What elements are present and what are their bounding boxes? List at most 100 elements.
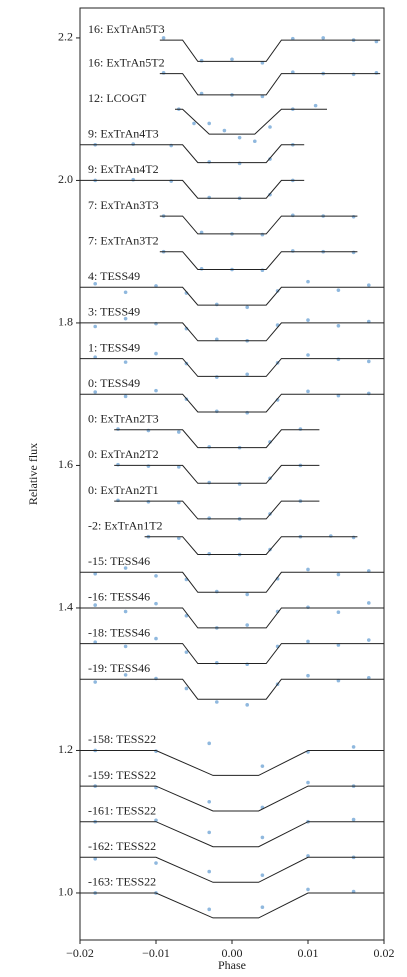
y-tick-label: 1.6 <box>58 457 73 471</box>
model-line <box>114 464 320 484</box>
data-point <box>123 394 128 399</box>
model-line <box>80 286 384 306</box>
series-label: 9: ExTrAn4T2 <box>88 162 159 176</box>
data-point <box>207 160 211 164</box>
data-point <box>336 678 341 683</box>
series-label: -18: TESS46 <box>88 625 150 639</box>
model-line <box>80 678 384 700</box>
data-point <box>351 72 356 77</box>
data-point <box>260 835 265 840</box>
data-point <box>245 703 249 707</box>
data-point <box>93 571 97 576</box>
data-point <box>207 741 211 746</box>
model-line <box>80 144 305 164</box>
data-point <box>207 195 211 200</box>
data-point <box>154 388 158 393</box>
model-line <box>80 750 384 776</box>
plot-frame <box>79 7 385 941</box>
series-label: 1: TESS49 <box>88 340 140 354</box>
data-point <box>336 357 341 362</box>
model-line <box>80 179 305 199</box>
data-point <box>351 214 356 219</box>
series-label: -162: TESS22 <box>88 839 156 853</box>
series-label: -161: TESS22 <box>88 803 156 817</box>
series-label: -159: TESS22 <box>88 768 156 782</box>
series-label: 7: ExTrAn3T3 <box>88 198 159 212</box>
series-label: 0: ExTrAn2T1 <box>88 483 159 497</box>
data-point <box>351 889 356 894</box>
data-point <box>207 907 211 912</box>
data-point <box>237 482 242 486</box>
data-point <box>306 639 310 644</box>
data-point <box>93 324 97 329</box>
data-point <box>199 58 204 63</box>
data-point <box>123 673 128 677</box>
data-point <box>291 249 295 253</box>
x-tick-label: −0.01 <box>142 946 170 960</box>
data-point <box>123 316 128 321</box>
model-line <box>80 358 384 377</box>
data-point <box>146 428 151 433</box>
data-point <box>291 36 295 41</box>
series-label: 16: ExTrAn5T2 <box>88 55 165 69</box>
data-point <box>123 360 128 364</box>
data-point <box>374 71 379 75</box>
model-line <box>80 393 384 413</box>
data-point <box>177 430 181 434</box>
series-label: -158: TESS22 <box>88 732 156 746</box>
data-point <box>215 375 219 379</box>
data-point <box>199 266 204 271</box>
series-label: -16: TESS46 <box>88 590 150 604</box>
model-line <box>159 215 358 235</box>
data-point <box>93 603 97 607</box>
data-point <box>207 516 211 520</box>
data-point <box>268 125 272 129</box>
series-label: 0: ExTrAn2T2 <box>88 447 159 461</box>
data-point <box>298 427 303 431</box>
data-point <box>336 393 341 398</box>
data-point <box>291 70 295 74</box>
series-label: 0: ExTrAn2T3 <box>88 412 159 426</box>
data-point <box>215 337 219 342</box>
data-point <box>260 268 265 273</box>
data-point <box>177 500 181 505</box>
data-point <box>313 103 318 108</box>
data-point <box>169 143 173 148</box>
data-point <box>154 636 158 641</box>
y-tick-label: 2.0 <box>58 172 73 186</box>
data-point <box>192 121 196 126</box>
data-point <box>367 675 371 680</box>
data-point <box>199 230 204 235</box>
data-point <box>207 552 211 556</box>
data-point <box>161 36 166 40</box>
data-point <box>260 232 265 237</box>
data-point <box>154 351 158 356</box>
y-tick-label: 1.4 <box>58 600 73 614</box>
model-line <box>114 500 320 520</box>
model-line <box>80 856 384 883</box>
x-tick-label: 0.01 <box>298 946 319 960</box>
data-point <box>184 650 189 654</box>
model-line <box>80 607 384 629</box>
series-label: 9: ExTrAn4T3 <box>88 127 159 141</box>
data-point <box>351 250 356 255</box>
data-point <box>367 283 371 287</box>
data-point <box>245 372 249 377</box>
data-point <box>230 57 234 62</box>
data-point <box>336 610 341 615</box>
series-label: -19: TESS46 <box>88 661 150 675</box>
data-point <box>245 305 249 310</box>
data-point <box>291 213 295 218</box>
model-line <box>80 643 384 664</box>
data-point <box>245 623 249 627</box>
y-tick-label: 1.0 <box>58 885 73 899</box>
data-point <box>93 355 97 359</box>
data-point <box>321 36 326 40</box>
data-point <box>207 121 211 126</box>
data-point <box>215 661 219 665</box>
data-point <box>207 869 211 874</box>
data-point <box>336 323 341 328</box>
series-label: 3: TESS49 <box>88 305 140 319</box>
x-tick-label: 0.02 <box>374 946 395 960</box>
